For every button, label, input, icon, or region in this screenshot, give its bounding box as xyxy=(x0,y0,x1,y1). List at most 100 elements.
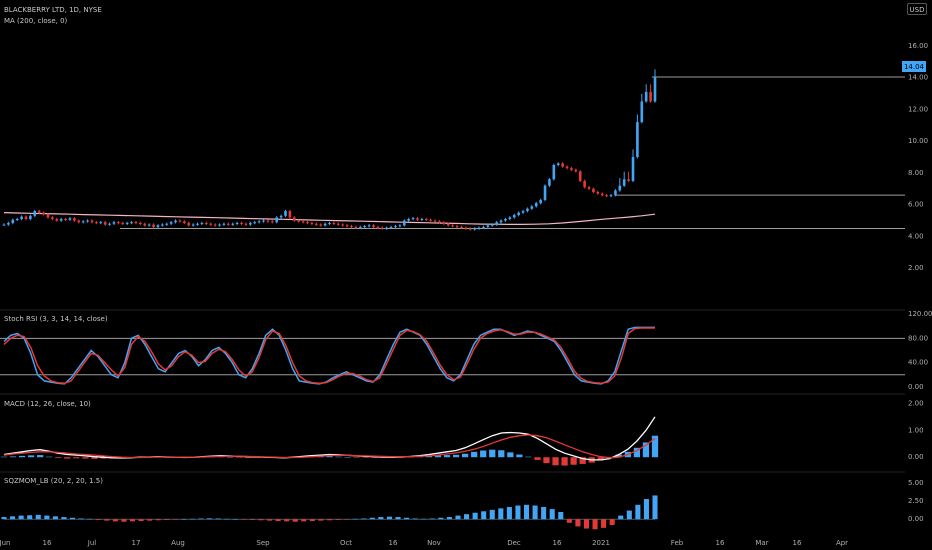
candle xyxy=(473,228,476,230)
candle xyxy=(521,211,525,213)
time-axis-tick: Aug xyxy=(171,539,185,547)
sqz-histogram-bar xyxy=(464,514,470,520)
candle xyxy=(77,220,81,223)
sqz-histogram-bar xyxy=(52,516,58,520)
currency-button[interactable]: USD xyxy=(907,3,927,15)
candle xyxy=(451,225,454,227)
candle xyxy=(156,225,160,227)
sqz-histogram-bar xyxy=(87,518,93,520)
sqz-histogram-bar xyxy=(198,518,204,520)
sqz-histogram-bar xyxy=(215,518,221,520)
candle xyxy=(468,228,472,230)
candle xyxy=(398,225,402,227)
candle xyxy=(578,171,582,181)
sqz-histogram-bar xyxy=(249,519,255,520)
candle xyxy=(460,226,463,228)
candle xyxy=(565,166,569,169)
macd-histogram-bar xyxy=(498,450,505,458)
time-axis-tick: Jun xyxy=(0,539,10,547)
candle xyxy=(37,211,41,213)
sqz-histogram-bar xyxy=(27,515,33,520)
sqz-histogram-bar xyxy=(207,518,213,520)
candle xyxy=(631,157,635,181)
candle xyxy=(7,222,10,225)
macd-histogram-bar xyxy=(64,457,71,459)
sqz-histogram-bar xyxy=(335,519,341,520)
sqz-histogram-bar xyxy=(575,519,581,527)
time-axis-tick: Apr xyxy=(836,539,848,547)
price-pane[interactable] xyxy=(2,69,905,231)
candle xyxy=(380,227,384,229)
macd-histogram-bar xyxy=(507,452,514,458)
sqz-histogram-bar xyxy=(412,518,418,520)
sqz-histogram-bar xyxy=(1,517,7,520)
time-axis-tick: 16 xyxy=(389,539,398,547)
macd-pane[interactable] xyxy=(0,393,905,466)
stoch-rsi-pane[interactable] xyxy=(0,309,905,385)
candle xyxy=(90,220,94,223)
candle xyxy=(530,206,534,209)
candle xyxy=(323,223,327,226)
time-axis-tick: Oct xyxy=(340,539,352,547)
candle xyxy=(117,222,120,224)
sqz-histogram-bar xyxy=(506,506,512,520)
price-axis-tick: 8.00 xyxy=(908,169,924,177)
candle xyxy=(350,226,353,228)
sqz-histogram-bar xyxy=(481,511,487,520)
time-axis-tick: Feb xyxy=(671,539,684,547)
candle xyxy=(293,217,296,221)
macd-histogram-bar xyxy=(425,455,433,458)
sqz-histogram-bar xyxy=(421,518,427,520)
macd-histogram-bar xyxy=(471,451,478,458)
candle xyxy=(385,227,388,229)
candle xyxy=(51,217,54,219)
candle xyxy=(152,224,155,227)
sqz-histogram-bar xyxy=(78,518,84,520)
sqz-axis-tick: 0.00 xyxy=(908,515,924,523)
sqz-histogram-bar xyxy=(429,518,435,520)
macd-histogram-bar xyxy=(462,453,469,458)
candle xyxy=(548,179,551,186)
candle xyxy=(196,223,199,225)
candle xyxy=(147,224,151,226)
macd-histogram-bar xyxy=(46,456,53,458)
sqz-histogram-bar xyxy=(121,519,127,522)
sqz-histogram-bar xyxy=(326,519,333,521)
candle xyxy=(29,215,32,219)
macd-histogram-bar xyxy=(353,457,360,458)
symbol-title: BLACKBERRY LTD, 1D, NYSE xyxy=(4,6,102,14)
sqz-histogram-bar xyxy=(292,519,298,522)
sqz-histogram-bar xyxy=(609,519,615,525)
candle xyxy=(328,222,331,224)
macd-histogram-bar xyxy=(651,435,659,458)
candle xyxy=(644,91,648,102)
candle xyxy=(614,190,617,196)
macd-macd-line xyxy=(3,416,656,461)
candle xyxy=(73,218,76,221)
sqz-histogram-bar xyxy=(232,519,238,520)
candle xyxy=(249,222,252,225)
sqz-histogram-bar xyxy=(10,516,16,520)
stoch-line xyxy=(3,326,655,385)
macd-histogram-bar xyxy=(633,447,641,458)
candle xyxy=(482,226,485,228)
macd-histogram-bar xyxy=(344,457,351,458)
sqz-histogram-bar xyxy=(267,519,273,521)
macd-histogram-bar xyxy=(642,442,650,458)
sqz-histogram-bar xyxy=(95,519,101,520)
sqz-histogram-bar xyxy=(558,512,564,520)
macd-histogram-bar xyxy=(443,455,451,458)
candle xyxy=(490,224,494,226)
candle xyxy=(416,218,419,220)
candle xyxy=(358,226,362,228)
sqzmom-pane[interactable] xyxy=(0,471,905,530)
candle xyxy=(46,214,50,218)
candle xyxy=(618,185,622,191)
sqzmom-title: SQZMOM_LB (20, 2, 20, 1.5) xyxy=(4,477,103,485)
candle xyxy=(561,163,564,167)
sqz-histogram-bar xyxy=(224,518,230,520)
time-axis-tick: Jul xyxy=(87,539,97,547)
time-axis-tick: Dec xyxy=(507,539,521,547)
candle xyxy=(103,222,107,225)
